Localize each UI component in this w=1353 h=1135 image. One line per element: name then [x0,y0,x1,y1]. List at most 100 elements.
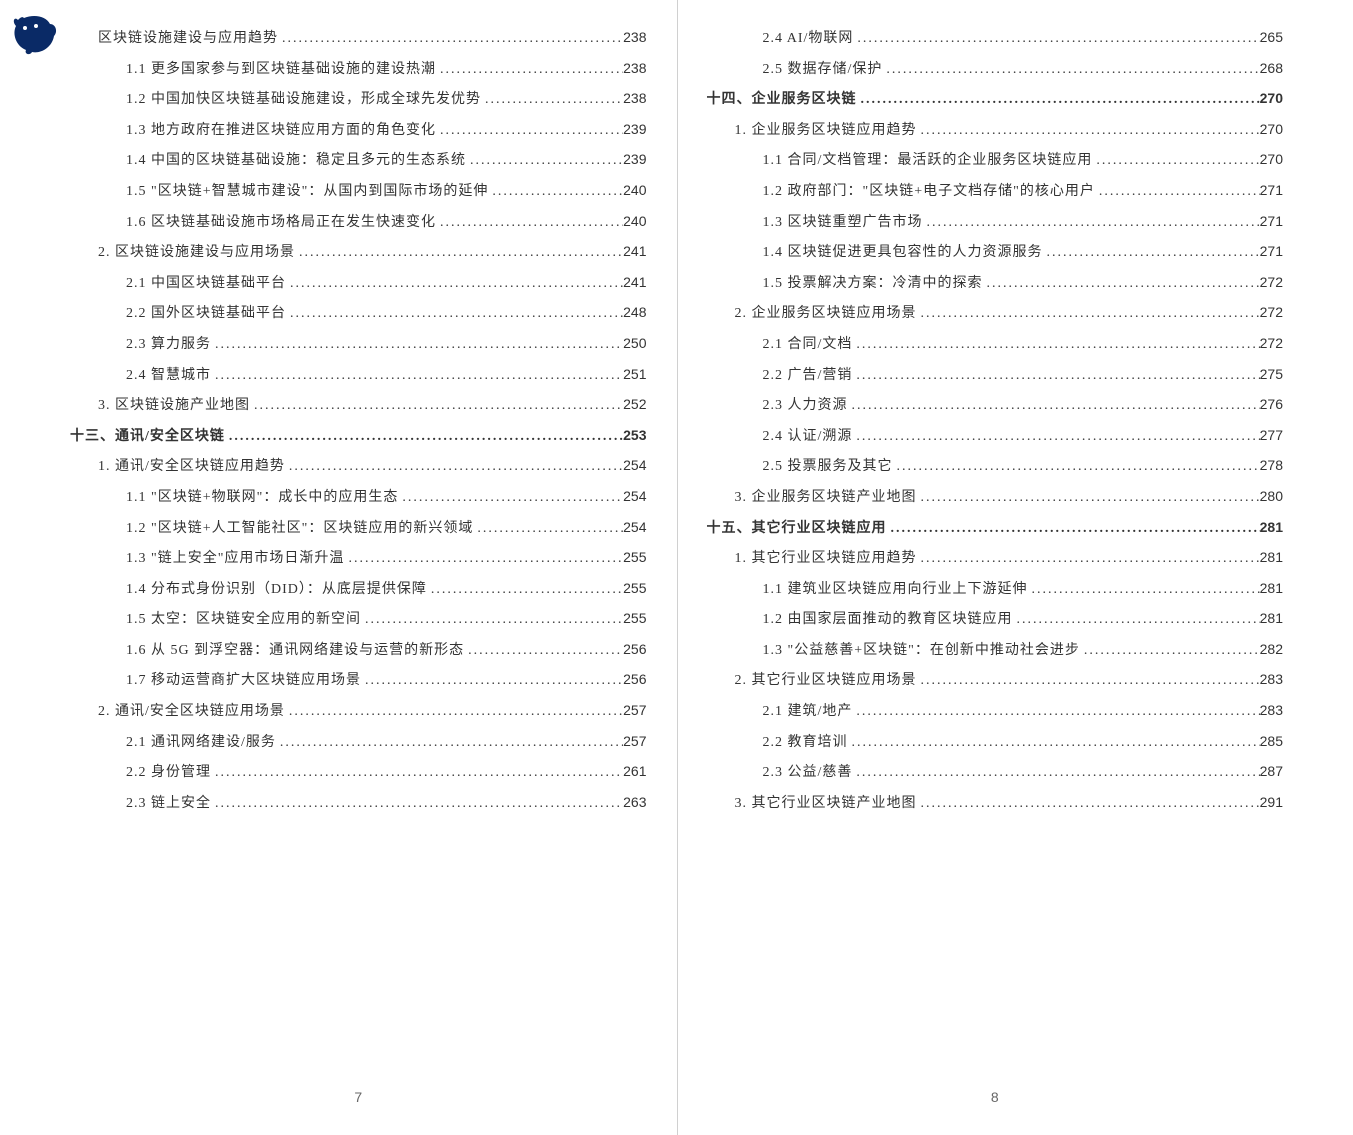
toc-label: 2. 区块链设施建设与应用场景 [98,243,295,263]
toc-label: 2.1 建筑/地产 [763,702,853,722]
toc-entry[interactable]: 3. 企业服务区块链产业地图280 [735,487,1284,508]
toc-entry[interactable]: 2.3 算力服务250 [126,334,647,355]
toc-entry[interactable]: 1.5 "区块链+智慧城市建设"：从国内到国际市场的延伸240 [126,181,647,202]
toc-leader [852,702,1259,722]
toc-entry[interactable]: 1.5 投票解决方案：冷清中的探索272 [763,273,1284,294]
toc-leader [857,90,1260,110]
toc-entry[interactable]: 3. 区块链设施产业地图 252 [98,395,647,416]
toc-entry[interactable]: 2.1 合同/文档272 [763,334,1284,355]
toc-entry[interactable]: 2.2 广告/营销275 [763,365,1284,386]
toc-leader [917,671,1260,691]
toc-page: 272 [1260,334,1283,354]
toc-page: 252 [623,395,646,415]
toc-page: 248 [623,303,646,323]
toc-leader [923,213,1260,233]
toc-entry[interactable]: 2.4 AI/物联网265 [763,28,1284,49]
toc-entry[interactable]: 2.3 人力资源276 [763,395,1284,416]
toc-entry[interactable]: 1.4 区块链促进更具包容性的人力资源服务271 [763,242,1284,263]
toc-leader [286,304,623,324]
toc-entry[interactable]: 2.2 国外区块链基础平台 248 [126,303,647,324]
toc-entry[interactable]: 1. 通讯/安全区块链应用趋势254 [98,456,647,477]
toc-page: 254 [623,518,646,538]
toc-entry[interactable]: 1.2 由国家层面推动的教育区块链应用281 [763,609,1284,630]
toc-leader [1028,580,1260,600]
toc-label: 2.5 数据存储/保护 [763,60,883,80]
toc-entry[interactable]: 十五、其它行业区块链应用281 [707,518,1284,539]
toc-entry[interactable]: 1.5 太空：区块链安全应用的新空间255 [126,609,647,630]
toc-page: 281 [1260,579,1283,599]
page-number-right: 8 [707,1089,1284,1105]
toc-entry[interactable]: 2.5 数据存储/保护268 [763,59,1284,80]
toc-page: 239 [623,120,646,140]
toc-entry[interactable]: 1.2 政府部门："区块链+电子文档存储"的核心用户271 [763,181,1284,202]
toc-page: 278 [1260,456,1283,476]
toc-leader [250,396,623,416]
toc-entry[interactable]: 1.2 "区块链+人工智能社区"：区块链应用的新兴领域254 [126,518,647,539]
toc-entry[interactable]: 2.3 公益/慈善287 [763,762,1284,783]
toc-label: 2. 其它行业区块链应用场景 [735,671,917,691]
toc-page: 276 [1260,395,1283,415]
toc-entry[interactable]: 1.6 区块链基础设施市场格局正在发生快速变化240 [126,212,647,233]
toc-entry[interactable]: 2. 企业服务区块链应用场景272 [735,303,1284,324]
toc-entry[interactable]: 1.1 建筑业区块链应用向行业上下游延伸281 [763,579,1284,600]
toc-entry[interactable]: 3. 其它行业区块链产业地图 291 [735,793,1284,814]
toc-label: 2.2 国外区块链基础平台 [126,304,286,324]
toc-label: 1.4 中国的区块链基础设施：稳定且多元的生态系统 [126,151,466,171]
toc-leader [882,60,1259,80]
toc-entry[interactable]: 1.4 中国的区块链基础设施：稳定且多元的生态系统239 [126,150,647,171]
toc-page: 261 [623,762,646,782]
toc-page: 291 [1260,793,1283,813]
toc-label: 3. 区块链设施产业地图 [98,396,250,416]
toc-leader [211,763,623,783]
toc-entry[interactable]: 2.1 通讯网络建设/服务257 [126,732,647,753]
toc-entry[interactable]: 2.2 教育培训285 [763,732,1284,753]
toc-entry[interactable]: 1. 其它行业区块链应用趋势281 [735,548,1284,569]
toc-entry[interactable]: 2.3 链上安全263 [126,793,647,814]
toc-label: 1. 通讯/安全区块链应用趋势 [98,457,285,477]
toc-entry[interactable]: 2.4 认证/溯源277 [763,426,1284,447]
toc-entry[interactable]: 1.6 从 5G 到浮空器：通讯网络建设与运营的新形态256 [126,640,647,661]
toc-label: 2.4 智慧城市 [126,366,211,386]
toc-leader [285,702,623,722]
toc-page: 277 [1260,426,1283,446]
toc-leader [361,671,623,691]
toc-page: 287 [1260,762,1283,782]
toc-entry[interactable]: 2. 区块链设施建设与应用场景241 [98,242,647,263]
toc-entry[interactable]: 1.3 "公益慈善+区块链"：在创新中推动社会进步282 [763,640,1284,661]
toc-entry[interactable]: 2.5 投票服务及其它278 [763,456,1284,477]
toc-leader [276,733,623,753]
toc-leader [917,794,1260,814]
toc-label: 十三、通讯/安全区块链 [70,427,225,447]
toc-leader [361,610,623,630]
toc-page: 265 [1260,28,1283,48]
toc-leader [466,151,623,171]
toc-entry[interactable]: 1. 企业服务区块链应用趋势270 [735,120,1284,141]
toc-entry[interactable]: 区块链设施建设与应用趋势238 [98,28,647,49]
toc-entry[interactable]: 1.1 更多国家参与到区块链基础设施的建设热潮238 [126,59,647,80]
toc-entry[interactable]: 1.7 移动运营商扩大区块链应用场景256 [126,670,647,691]
toc-entry[interactable]: 1.3 区块链重塑广告市场271 [763,212,1284,233]
toc-leader [427,580,623,600]
toc-entry[interactable]: 1.3 地方政府在推进区块链应用方面的角色变化239 [126,120,647,141]
toc-entry[interactable]: 2. 通讯/安全区块链应用场景257 [98,701,647,722]
toc-entry[interactable]: 十三、通讯/安全区块链253 [70,426,647,447]
toc-label: 2. 通讯/安全区块链应用场景 [98,702,285,722]
bear-logo-icon [10,10,58,56]
toc-label: 2.1 中国区块链基础平台 [126,274,286,294]
toc-label: 1. 企业服务区块链应用趋势 [735,121,917,141]
toc-label: 1.2 由国家层面推动的教育区块链应用 [763,610,1013,630]
toc-label: 3. 其它行业区块链产业地图 [735,794,917,814]
toc-entry[interactable]: 1.3 "链上安全"应用市场日渐升温255 [126,548,647,569]
toc-entry[interactable]: 2.1 建筑/地产283 [763,701,1284,722]
toc-page: 275 [1260,365,1283,385]
toc-entry[interactable]: 2.2 身份管理261 [126,762,647,783]
toc-label: 1.4 分布式身份识别（DID）：从底层提供保障 [126,580,427,600]
toc-entry[interactable]: 1.1 "区块链+物联网"：成长中的应用生态254 [126,487,647,508]
toc-entry[interactable]: 十四、企业服务区块链270 [707,89,1284,110]
toc-entry[interactable]: 2.4 智慧城市251 [126,365,647,386]
toc-entry[interactable]: 1.4 分布式身份识别（DID）：从底层提供保障255 [126,579,647,600]
toc-entry[interactable]: 1.1 合同/文档管理：最活跃的企业服务区块链应用270 [763,150,1284,171]
toc-entry[interactable]: 2.1 中国区块链基础平台241 [126,273,647,294]
toc-entry[interactable]: 2. 其它行业区块链应用场景283 [735,670,1284,691]
toc-entry[interactable]: 1.2 中国加快区块链基础设施建设，形成全球先发优势238 [126,89,647,110]
